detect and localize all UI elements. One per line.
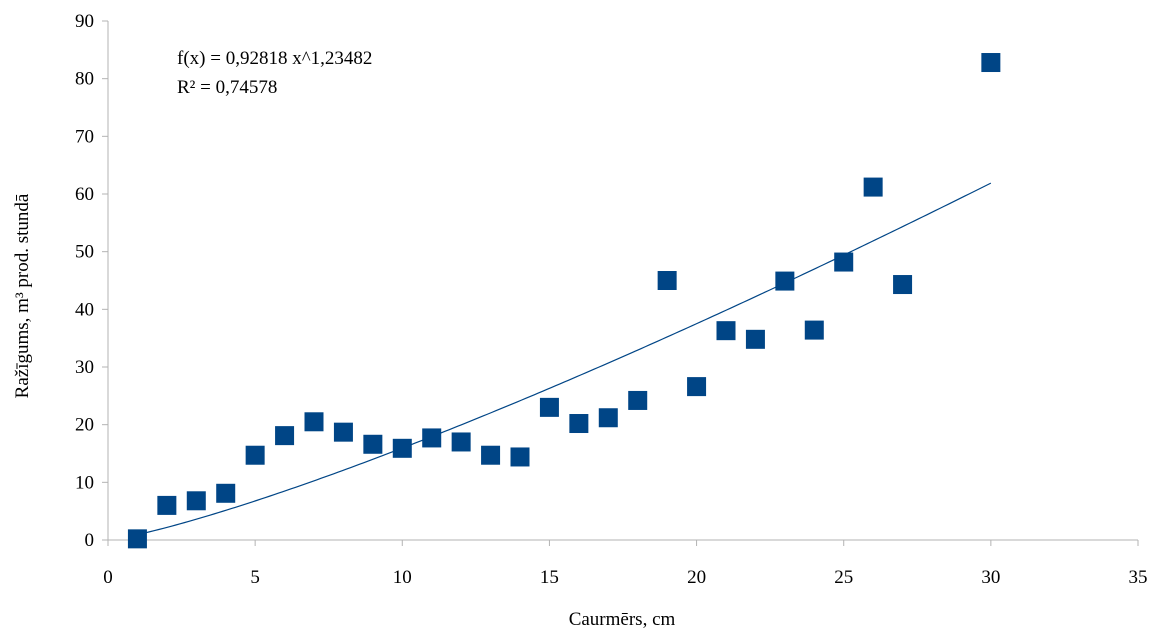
y-tick-label: 10: [75, 472, 94, 493]
data-points: [127, 53, 1001, 549]
power-trendline: [137, 182, 992, 536]
y-tick-label: 0: [85, 530, 95, 551]
data-point: [893, 275, 913, 295]
x-tick-label: 30: [981, 567, 1000, 588]
data-point: [598, 408, 618, 428]
y-tick-label: 60: [75, 184, 94, 205]
data-point: [569, 414, 589, 434]
data-point: [745, 329, 765, 349]
data-point: [216, 483, 236, 503]
data-point: [451, 432, 471, 452]
x-tick-label: 35: [1129, 567, 1148, 588]
data-point: [863, 177, 883, 197]
data-point: [481, 445, 501, 465]
data-point: [834, 252, 854, 272]
data-point: [275, 426, 295, 446]
data-point: [657, 271, 677, 290]
data-point: [304, 412, 324, 432]
x-tick-label: 15: [540, 567, 559, 588]
data-point: [775, 271, 795, 291]
data-point: [392, 438, 412, 458]
data-point: [981, 53, 1001, 73]
x-tick-label: 0: [103, 567, 113, 588]
x-tick-label: 25: [834, 567, 853, 588]
data-point: [245, 445, 265, 465]
axes: [102, 20, 1139, 546]
x-tick-label: 20: [687, 567, 706, 588]
y-tick-label: 20: [75, 415, 94, 436]
trendline-equation: f(x) = 0,92818 x^1,23482: [177, 48, 372, 69]
r-squared-label: R² = 0,74578: [177, 77, 277, 98]
data-point: [510, 447, 530, 467]
y-axis-title: Ražīgums, m³ prod. stundā: [12, 193, 33, 398]
y-tick-label: 90: [75, 11, 94, 32]
y-tick-label: 50: [75, 242, 94, 263]
data-point: [157, 495, 177, 515]
data-point: [628, 390, 648, 410]
data-point: [804, 320, 824, 340]
data-point: [716, 321, 736, 341]
trendline: [137, 182, 992, 536]
data-point: [186, 491, 206, 511]
y-tick-label: 80: [75, 69, 94, 90]
x-tick-label: 5: [250, 567, 260, 588]
x-tick-label: 10: [393, 567, 412, 588]
data-point: [422, 428, 442, 448]
data-point: [539, 397, 559, 417]
x-axis-title: Caurmērs, cm: [569, 609, 676, 630]
tick-labels: 0 10 20 30 40 50 60 70 80 90 0 5 10 15 20 25 30 35: [75, 11, 1148, 588]
data-point: [687, 377, 707, 397]
data-point: [127, 529, 147, 549]
data-point: [333, 422, 353, 442]
data-point: [363, 434, 383, 454]
y-tick-label: 40: [75, 299, 94, 320]
y-tick-label: 70: [75, 126, 94, 147]
y-tick-label: 30: [75, 357, 94, 378]
